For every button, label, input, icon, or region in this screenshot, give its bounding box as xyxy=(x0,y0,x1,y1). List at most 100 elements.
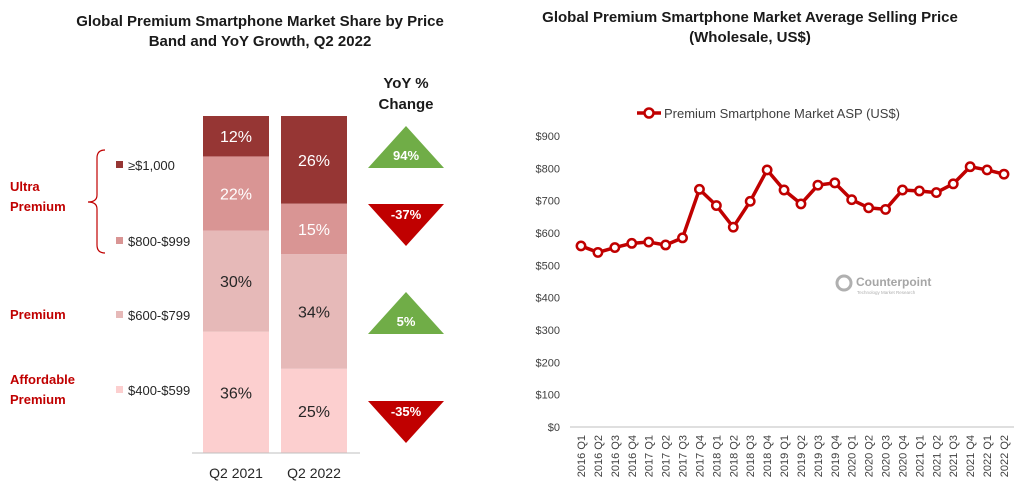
x-tick-label: 2020 Q3 xyxy=(881,435,893,477)
legend-label: Premium Smartphone Market ASP (US$) xyxy=(664,106,900,121)
y-tick-label: $400 xyxy=(536,293,560,305)
yoy-change-label: 5% xyxy=(397,314,416,329)
asp-data-point xyxy=(846,194,858,206)
asp-data-point xyxy=(727,221,739,233)
asp-data-point xyxy=(998,168,1010,180)
asp-data-point xyxy=(795,198,807,210)
x-tick-label: 2020 Q2 xyxy=(864,435,876,477)
x-tick-label: 2018 Q4 xyxy=(762,435,774,477)
y-tick-label: $800 xyxy=(536,163,560,175)
y-tick-label: $600 xyxy=(536,228,560,240)
asp-data-point xyxy=(964,161,976,173)
bar-data-label: 12% xyxy=(220,129,252,146)
group-label: Premium xyxy=(10,199,66,214)
x-tick-label: 2021 Q2 xyxy=(931,435,943,477)
bar-data-label: 36% xyxy=(220,385,252,402)
asp-data-point xyxy=(592,246,604,258)
legend-marker xyxy=(643,107,655,119)
yoy-change-label: -37% xyxy=(391,207,422,222)
group-label: Premium xyxy=(10,392,66,407)
watermark-text: Counterpoint xyxy=(856,275,931,289)
group-label: Affordable xyxy=(10,372,75,387)
x-tick-label: 2016 Q3 xyxy=(610,435,622,477)
legend-swatch xyxy=(116,311,123,318)
x-tick-label: 2021 Q1 xyxy=(914,435,926,477)
legend-label: $800-$999 xyxy=(128,234,190,249)
bar-data-label: 22% xyxy=(220,187,252,204)
bar-data-label: 25% xyxy=(298,404,330,421)
x-tick-label: Q2 2021 xyxy=(209,465,263,481)
x-tick-label: 2022 Q2 xyxy=(999,435,1011,477)
asp-data-point xyxy=(575,240,587,252)
bar-segment xyxy=(281,203,347,255)
bar-data-label: 15% xyxy=(298,222,330,239)
y-tick-label: $900 xyxy=(536,131,560,143)
asp-data-point xyxy=(897,184,908,196)
y-tick-label: $300 xyxy=(536,325,560,337)
bar-segment xyxy=(203,331,269,453)
asp-data-point xyxy=(744,195,756,207)
legend-swatch xyxy=(116,161,123,168)
group-label: Ultra xyxy=(10,179,40,194)
legend-label: $400-$599 xyxy=(128,383,190,398)
y-tick-label: $200 xyxy=(536,357,560,369)
x-tick-label: 2017 Q2 xyxy=(661,435,673,477)
group-label: Premium xyxy=(10,307,66,322)
yoy-header: Change xyxy=(378,96,433,113)
asp-data-point xyxy=(693,183,705,195)
yoy-change-label: -35% xyxy=(391,404,422,419)
bar-segment xyxy=(203,230,269,332)
bar-segment xyxy=(281,116,347,204)
asp-data-point xyxy=(981,164,993,176)
x-tick-label: 2021 Q3 xyxy=(948,435,960,477)
asp-data-point xyxy=(930,187,942,199)
x-tick-label: 2018 Q2 xyxy=(728,435,740,477)
x-tick-label: 2019 Q2 xyxy=(796,435,808,477)
y-tick-label: $700 xyxy=(536,196,560,208)
bar-data-label: 26% xyxy=(298,153,330,170)
asp-data-point xyxy=(643,236,655,248)
asp-data-point xyxy=(947,178,959,190)
x-tick-label: 2016 Q2 xyxy=(593,435,605,477)
asp-data-point xyxy=(677,232,688,244)
bar-segment xyxy=(281,368,347,453)
x-tick-label: Q2 2022 xyxy=(287,465,341,481)
y-tick-label: $500 xyxy=(536,260,560,272)
ultra-premium-bracket xyxy=(87,149,106,254)
right-chart-title: Global Premium Smartphone Market Average… xyxy=(542,9,958,46)
x-tick-label: 2019 Q1 xyxy=(779,435,791,477)
asp-data-point xyxy=(710,200,722,211)
x-tick-label: 2019 Q3 xyxy=(813,435,825,477)
x-tick-label: 2017 Q3 xyxy=(678,435,690,477)
y-tick-label: $0 xyxy=(548,422,560,434)
bar-data-label: 30% xyxy=(220,274,252,291)
legend-label: $600-$799 xyxy=(128,308,190,323)
bar-segment xyxy=(281,254,347,369)
x-tick-label: 2019 Q4 xyxy=(830,435,842,477)
watermark-subtext: Technology Market Research xyxy=(857,290,916,295)
asp-data-point xyxy=(761,164,773,176)
x-tick-label: 2020 Q1 xyxy=(847,435,859,477)
bar-segment xyxy=(203,156,269,231)
yoy-up-triangle xyxy=(368,292,444,334)
asp-data-point xyxy=(660,239,672,251)
asp-data-point xyxy=(880,203,892,215)
watermark-logo-icon xyxy=(835,274,853,292)
x-tick-label: 2020 Q4 xyxy=(897,435,909,477)
yoy-down-triangle xyxy=(368,401,444,443)
y-tick-label: $100 xyxy=(536,390,560,402)
x-tick-label: 2022 Q1 xyxy=(982,435,994,477)
asp-data-point xyxy=(778,184,790,196)
legend-label: ≥$1,000 xyxy=(128,158,175,173)
asp-data-point xyxy=(812,179,824,191)
x-tick-label: 2017 Q4 xyxy=(694,435,706,477)
yoy-down-triangle xyxy=(368,204,444,246)
asp-data-point xyxy=(829,177,841,189)
asp-data-point xyxy=(626,237,638,249)
legend-swatch xyxy=(116,386,123,393)
bar-data-label: 34% xyxy=(298,304,330,321)
x-tick-label: 2017 Q1 xyxy=(644,435,656,477)
yoy-change-label: 94% xyxy=(393,148,419,163)
x-tick-label: 2016 Q4 xyxy=(627,435,639,477)
